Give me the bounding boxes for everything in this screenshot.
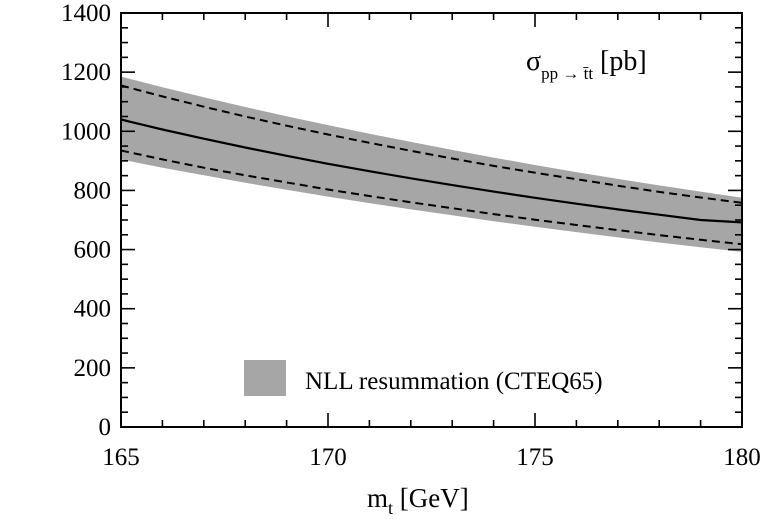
series-dashed-upper bbox=[121, 84, 742, 204]
annotation-symbol: σ bbox=[526, 46, 541, 77]
y-tick-label: 1400 bbox=[61, 0, 111, 27]
y-tick-label: 0 bbox=[99, 414, 112, 441]
y-tick-label: 1000 bbox=[61, 118, 111, 145]
annotation-unit: [pb] bbox=[593, 46, 647, 77]
x-tick-labels: 165 170 175 180 bbox=[102, 444, 761, 471]
x-tick-label: 175 bbox=[516, 444, 554, 471]
legend-swatch bbox=[244, 360, 286, 396]
x-tick-label: 170 bbox=[309, 444, 347, 471]
y-tick-label: 600 bbox=[74, 237, 112, 264]
x-tick-label: 165 bbox=[102, 444, 140, 471]
y-tick-label: 400 bbox=[74, 296, 112, 323]
x-axis-label-unit: [GeV] bbox=[393, 483, 469, 513]
uncertainty-band bbox=[121, 76, 742, 252]
series-dashed-lower bbox=[121, 149, 742, 246]
legend: NLL resummation (CTEQ65) bbox=[244, 360, 603, 396]
x-axis-label-subscript: t bbox=[388, 498, 393, 518]
plot-area bbox=[121, 76, 742, 252]
series-central bbox=[121, 118, 742, 224]
axis-ticks bbox=[120, 12, 743, 428]
y-tick-labels: 0 200 400 600 800 1000 1200 1400 bbox=[61, 0, 111, 441]
annotation: σpp → t̄t [pb] bbox=[526, 46, 647, 83]
x-axis-label-main: m bbox=[367, 483, 388, 513]
x-axis-label: mt [GeV] bbox=[367, 483, 469, 518]
svg-text:mt [GeV]: mt [GeV] bbox=[367, 483, 469, 518]
y-tick-label: 800 bbox=[74, 177, 112, 204]
y-tick-label: 200 bbox=[74, 355, 112, 382]
svg-text:σpp → t̄t [pb]: σpp → t̄t [pb] bbox=[526, 46, 647, 83]
y-tick-label: 1200 bbox=[61, 59, 111, 86]
legend-label: NLL resummation (CTEQ65) bbox=[305, 368, 603, 395]
x-tick-label: 180 bbox=[723, 444, 761, 471]
annotation-subscript: pp → t̄t bbox=[541, 64, 593, 83]
